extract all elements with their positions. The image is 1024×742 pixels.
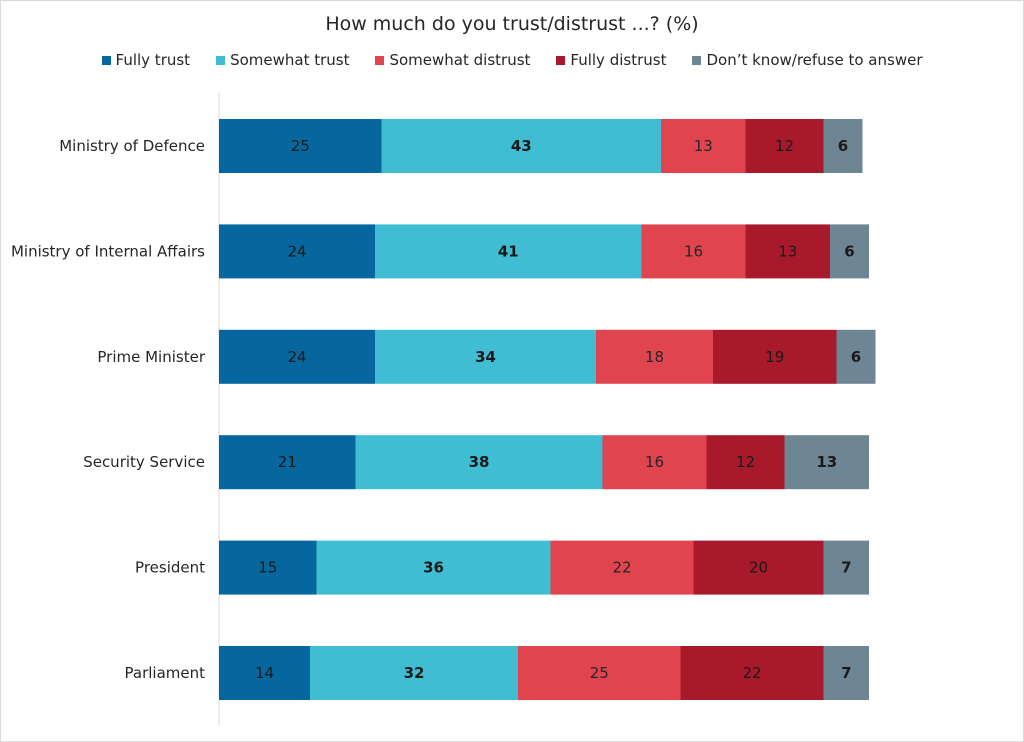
- bar-parliament-somewhat-distrust: [518, 646, 681, 700]
- bar-prime-minister-somewhat-trust: [375, 329, 596, 384]
- data-label-parliament-don-t-know-refuse-to-answer: 7: [841, 664, 851, 682]
- bar-ministry-of-defence-fully-distrust: [745, 119, 824, 173]
- data-label-ministry-of-defence-don-t-know-refuse-to-answer: 6: [838, 137, 848, 155]
- legend-label: Somewhat distrust: [389, 51, 531, 69]
- bar-prime-minister-fully-trust: [219, 329, 375, 384]
- bar-ministry-of-defence-fully-trust: [219, 119, 382, 173]
- bar-prime-minister-fully-distrust: [713, 329, 837, 384]
- bar-parliament-fully-distrust: [680, 646, 824, 700]
- category-label-parliament: Parliament: [125, 664, 206, 682]
- bar-security-service-fully-distrust: [706, 435, 785, 490]
- legend-swatch: [101, 55, 111, 65]
- data-label-ministry-of-defence-fully-distrust: 12: [775, 137, 794, 155]
- legend-label: Somewhat trust: [230, 51, 350, 69]
- bar-president-fully-distrust: [693, 540, 824, 595]
- data-label-prime-minister-somewhat-distrust: 18: [645, 348, 664, 366]
- data-label-ministry-of-internal-affairs-fully-distrust: 13: [778, 242, 797, 260]
- bar-ministry-of-internal-affairs-don-t-know-refuse-to-answer: [830, 224, 869, 279]
- data-label-ministry-of-internal-affairs-fully-trust: 24: [287, 242, 306, 260]
- data-label-parliament-somewhat-trust: 32: [404, 664, 425, 682]
- bar-president-somewhat-distrust: [550, 540, 694, 595]
- bar-ministry-of-defence-don-t-know-refuse-to-answer: [823, 119, 863, 173]
- bar-security-service-somewhat-trust: [355, 435, 603, 490]
- bar-security-service-somewhat-distrust: [602, 435, 707, 490]
- data-label-prime-minister-fully-distrust: 19: [765, 348, 784, 366]
- legend-label: Fully trust: [115, 51, 191, 69]
- data-label-president-somewhat-distrust: 22: [612, 559, 631, 577]
- chart-title: How much do you trust/distrust ...? (%): [325, 13, 699, 35]
- data-label-ministry-of-defence-somewhat-trust: 43: [511, 137, 532, 155]
- legend-item-fully-distrust: Fully distrust: [556, 51, 666, 69]
- data-label-prime-minister-somewhat-trust: 34: [475, 348, 496, 366]
- legend-item-somewhat-distrust: Somewhat distrust: [375, 51, 530, 69]
- bar-ministry-of-defence-somewhat-distrust: [661, 119, 746, 173]
- data-label-parliament-fully-distrust: 22: [742, 664, 761, 682]
- legend-label: Fully distrust: [570, 51, 667, 69]
- data-label-security-service-fully-distrust: 12: [736, 453, 755, 471]
- category-label-ministry-of-internal-affairs: Ministry of Internal Affairs: [11, 242, 205, 260]
- data-label-security-service-somewhat-distrust: 16: [645, 453, 664, 471]
- data-label-president-fully-distrust: 20: [749, 559, 768, 577]
- data-label-ministry-of-internal-affairs-don-t-know-refuse-to-answer: 6: [844, 242, 854, 260]
- bar-prime-minister-don-t-know-refuse-to-answer: [836, 329, 876, 384]
- data-label-ministry-of-internal-affairs-somewhat-trust: 41: [498, 242, 519, 260]
- bar-president-don-t-know-refuse-to-answer: [823, 540, 869, 595]
- bar-president-somewhat-trust: [316, 540, 551, 595]
- legend: Fully trust Somewhat trust Somewhat distru…: [1, 51, 1023, 69]
- category-label-prime-minister: Prime Minister: [97, 348, 205, 366]
- bar-ministry-of-internal-affairs-somewhat-distrust: [641, 224, 746, 279]
- bar-security-service-don-t-know-refuse-to-answer: [784, 435, 869, 490]
- data-label-security-service-somewhat-trust: 38: [469, 453, 490, 471]
- data-label-president-don-t-know-refuse-to-answer: 7: [841, 559, 851, 577]
- data-label-president-fully-trust: 15: [258, 559, 277, 577]
- data-label-ministry-of-defence-somewhat-distrust: 13: [694, 137, 713, 155]
- data-label-prime-minister-don-t-know-refuse-to-answer: 6: [851, 348, 861, 366]
- bar-ministry-of-internal-affairs-fully-trust: [219, 224, 375, 279]
- bar-president-fully-trust: [219, 540, 317, 595]
- category-label-president: President: [135, 559, 205, 577]
- legend-item-don-t-know-refuse-to-answer: Don’t know/refuse to answer: [692, 51, 922, 69]
- legend-label: Don’t know/refuse to answer: [706, 51, 923, 69]
- legend-swatch: [375, 55, 385, 65]
- bar-security-service-fully-trust: [219, 435, 356, 490]
- legend-swatch: [556, 55, 566, 65]
- data-label-parliament-somewhat-distrust: 25: [590, 664, 609, 682]
- data-label-ministry-of-internal-affairs-somewhat-distrust: 16: [684, 242, 703, 260]
- category-label-security-service: Security Service: [83, 453, 205, 471]
- data-label-parliament-fully-trust: 14: [255, 664, 274, 682]
- legend-swatch: [216, 55, 226, 65]
- bar-parliament-fully-trust: [219, 646, 310, 700]
- legend-item-fully-trust: Fully trust: [101, 51, 191, 69]
- data-label-security-service-don-t-know-refuse-to-answer: 13: [816, 453, 837, 471]
- data-label-president-somewhat-trust: 36: [423, 559, 444, 577]
- bar-ministry-of-defence-somewhat-trust: [381, 119, 661, 173]
- data-label-prime-minister-fully-trust: 24: [287, 348, 306, 366]
- bar-parliament-somewhat-trust: [310, 646, 518, 700]
- bar-ministry-of-internal-affairs-fully-distrust: [745, 224, 830, 279]
- bar-parliament-don-t-know-refuse-to-answer: [823, 646, 869, 700]
- data-label-security-service-fully-trust: 21: [278, 453, 297, 471]
- category-label-ministry-of-defence: Ministry of Defence: [59, 137, 205, 155]
- data-label-ministry-of-defence-fully-trust: 25: [291, 137, 310, 155]
- bar-prime-minister-somewhat-distrust: [596, 329, 713, 384]
- legend-swatch: [692, 55, 702, 65]
- bar-ministry-of-internal-affairs-somewhat-trust: [375, 224, 642, 279]
- legend-item-somewhat-trust: Somewhat trust: [216, 51, 349, 69]
